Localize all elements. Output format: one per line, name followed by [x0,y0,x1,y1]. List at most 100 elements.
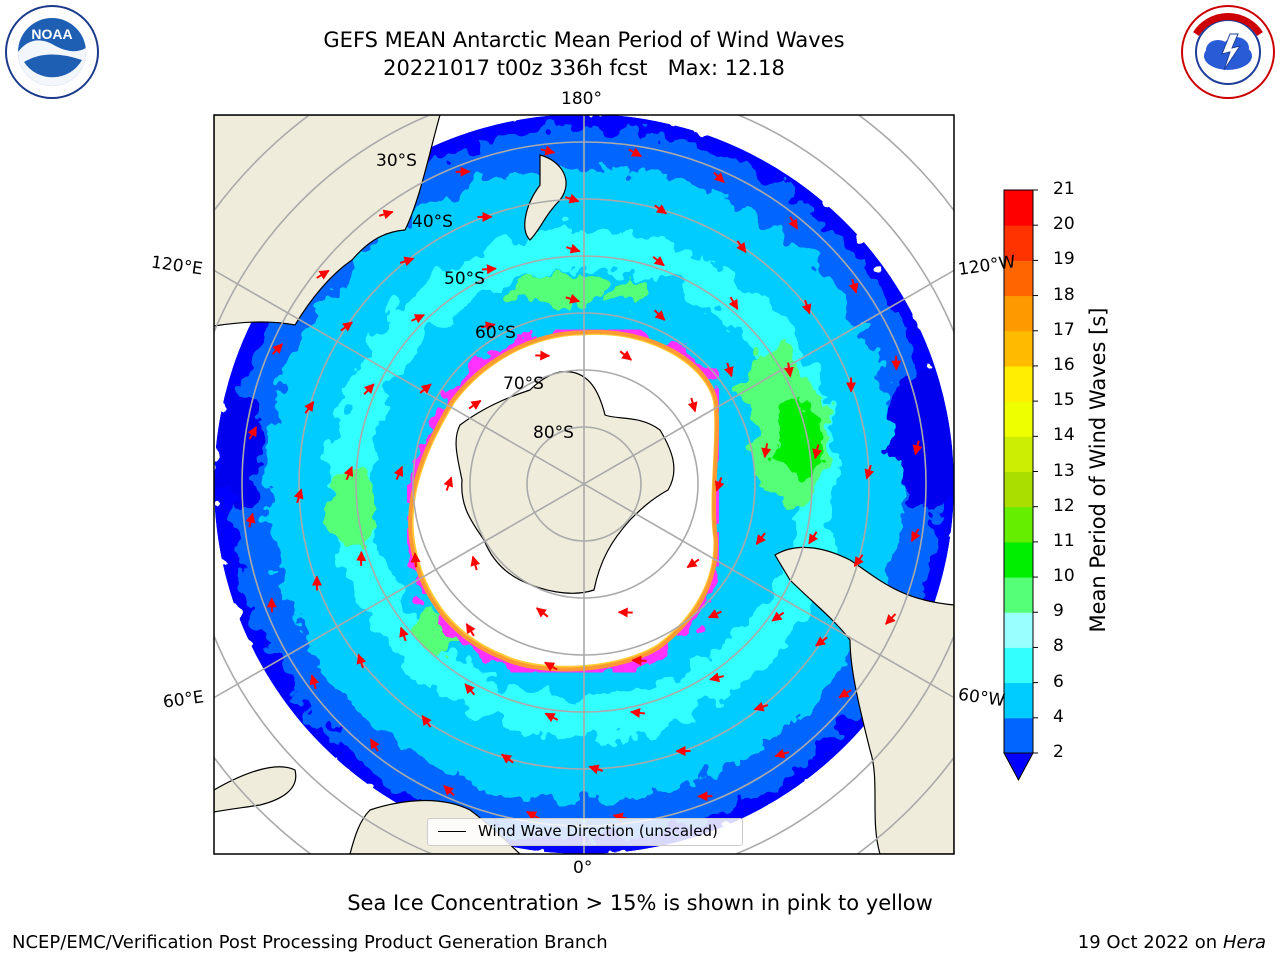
wave-arrow [885,613,897,625]
lat-label-40s: 40°S [412,212,453,232]
wave-arrow [535,350,551,361]
wave-arrow [544,712,559,723]
footer-date-text: 19 Oct 2022 on [1077,932,1223,953]
wave-arrow [714,477,725,492]
footer-credit: NCEP/EMC/Verification Post Processing Pr… [12,932,608,953]
wave-arrow [565,293,581,304]
sea-ice-caption: Sea Ice Concentration > 15% is shown in … [347,891,933,915]
colorbar-tick-label: 10 [1053,566,1075,587]
lat-label-60s: 60°S [475,323,516,343]
colorbar-tick-label: 21 [1053,179,1075,199]
lon-label-180: 180° [561,89,602,109]
colorbar-title: Mean Period of Wind Waves [s] [1086,307,1110,633]
wave-arrow [419,383,432,394]
svg-text:NOAA: NOAA [31,26,72,42]
wave-arrow [853,554,864,567]
colorbar-tick-label: 12 [1053,495,1075,516]
wave-arrow [535,607,549,618]
colorbar-segment [1004,682,1033,719]
wave-arrow [481,264,497,275]
wave-arrow [399,256,415,267]
wave-arrow [753,701,769,712]
wave-arrow [465,623,476,637]
lat-label-70s: 70°S [503,374,544,394]
wave-arrow [540,145,556,156]
wave-arrow [912,440,923,456]
wave-arrow [566,243,581,254]
colorbar-tick-label: 11 [1053,530,1075,551]
colorbar-segment [1004,577,1033,613]
wave-arrow [812,444,823,460]
wave-arrow [245,512,256,528]
wave-arrow [774,748,790,759]
colorbar-tick-label: 9 [1053,601,1064,622]
wave-arrow [617,607,633,618]
legend-line-swatch [438,831,466,832]
wave-arrow [410,314,425,324]
colorbar-segment [1004,506,1033,543]
colorbar-segment [1004,330,1033,367]
wave-arrow [848,278,859,294]
wave-arrow [783,362,794,378]
colorbar-segment [1004,365,1033,402]
colorbar-segment [1004,436,1033,472]
wave-arrow [788,216,799,230]
colorbar-tick-label: 14 [1053,425,1075,446]
lat-label-80s: 80°S [533,423,574,443]
wave-arrow [443,476,454,491]
colorbar-extend-min [1003,752,1034,782]
wave-arrow [480,321,496,332]
wave-arrow [736,240,747,253]
wave-arrow [631,655,647,666]
wave-arrow [564,193,580,204]
legend-label: Wind Wave Direction (unscaled) [478,822,718,840]
wave-arrow [369,738,380,752]
wave-arrow [713,171,725,183]
wave-arrow [470,555,481,571]
wind-wave-arrows [245,145,923,823]
chart-subtitle: 20221017 t00z 336h fcst Max: 12.18 [383,56,785,80]
colorbar-segment [1004,260,1033,297]
colorbar-tick-label: 4 [1053,706,1064,727]
wave-arrow [707,609,722,619]
colorbar-tick-label: 18 [1053,284,1075,305]
wave-arrow [838,688,852,699]
colorbar [1003,189,1038,782]
wave-arrow [728,296,739,311]
wave-arrow [629,707,646,718]
footer-date: 19 Oct 2022 on Hera [1078,932,1266,953]
colorbar-segment [1004,295,1033,332]
wave-arrow [293,488,304,504]
wave-arrow [808,531,819,545]
map-frame [213,114,955,855]
wave-arrow [410,552,421,568]
wave-arrow [443,785,455,797]
nws-logo [1181,5,1275,99]
colorbar-segment [1004,717,1033,754]
lat-label-50s: 50°S [444,269,485,289]
wave-arrow [544,661,558,672]
colorbar-tick-label: 19 [1053,249,1075,270]
landmass-4 [214,766,297,813]
lat-label-30s: 30°S [376,151,417,171]
wave-arrow [363,383,375,395]
wave-arrow [654,204,667,215]
colorbar-tick-label: 8 [1053,636,1064,657]
wave-arrow [815,636,828,647]
wave-arrow [526,810,540,821]
colorbar-segment [1004,190,1033,226]
wave-arrow [421,715,432,728]
map-legend: Wind Wave Direction (unscaled) [427,818,743,846]
wave-arrow [316,269,330,280]
wave-arrow [628,147,642,158]
wave-arrow [304,401,315,414]
wave-arrow [393,465,404,481]
landmass-1 [524,154,567,241]
colorbar-tick-label: 13 [1053,460,1075,481]
wave-arrow [687,397,698,413]
wave-arrow [271,343,283,355]
antarctica-landmass [455,371,675,594]
colorbar-tick-label: 20 [1053,214,1075,235]
wave-arrow [686,558,700,569]
wave-arrow [653,309,666,321]
